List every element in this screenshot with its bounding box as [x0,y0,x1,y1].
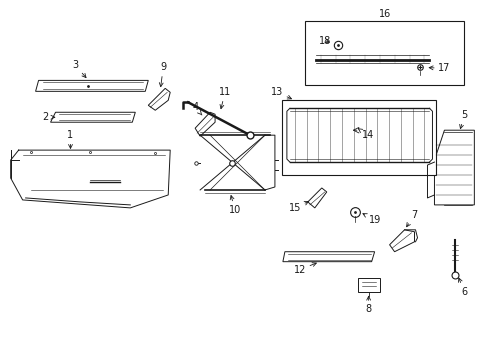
Bar [304,21,464,85]
Text: 12: 12 [293,263,316,275]
Text: 18: 18 [318,36,330,46]
Text: 7: 7 [406,210,417,227]
Text: 10: 10 [228,195,241,215]
Text: 14: 14 [358,129,373,140]
Polygon shape [433,130,473,205]
Polygon shape [195,112,215,136]
Text: 5: 5 [459,110,467,129]
Text: 8: 8 [365,296,371,315]
Text: 6: 6 [458,278,467,297]
Bar [281,100,436,175]
Text: 13: 13 [270,87,291,99]
Text: 1: 1 [67,130,73,148]
Text: 17: 17 [428,63,450,73]
Polygon shape [50,112,135,122]
Polygon shape [148,88,170,110]
Polygon shape [36,80,148,91]
Polygon shape [389,230,414,252]
Text: 16: 16 [378,9,390,19]
Bar [357,278,379,292]
Text: 15: 15 [288,201,308,213]
Text: 2: 2 [42,112,55,122]
Polygon shape [307,188,326,208]
Text: 11: 11 [219,87,231,109]
Text: 9: 9 [159,62,166,87]
Polygon shape [283,252,374,262]
Text: 3: 3 [72,60,86,78]
Text: 19: 19 [362,213,380,225]
Text: 4: 4 [192,102,202,115]
